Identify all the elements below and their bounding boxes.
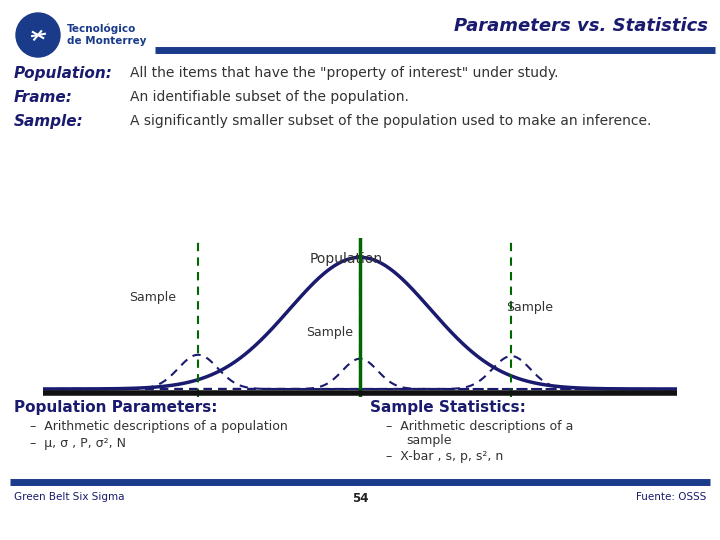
Text: Frame:: Frame: [14, 90, 73, 105]
Text: –  Arithmetic descriptions of a population: – Arithmetic descriptions of a populatio… [30, 420, 288, 433]
Text: Population: Population [310, 252, 382, 266]
Text: Sample:: Sample: [14, 114, 84, 129]
Text: An identifiable subset of the population.: An identifiable subset of the population… [130, 90, 409, 104]
Text: Sample: Sample [505, 301, 553, 314]
Text: Population:: Population: [14, 66, 113, 81]
Text: Sample: Sample [306, 326, 353, 339]
Text: A significantly smaller subset of the population used to make an inference.: A significantly smaller subset of the po… [130, 114, 652, 128]
Text: Green Belt Six Sigma: Green Belt Six Sigma [14, 492, 125, 502]
Text: Sample Statistics:: Sample Statistics: [370, 400, 526, 415]
Text: Tecnológico: Tecnológico [67, 24, 136, 34]
Text: Population Parameters:: Population Parameters: [14, 400, 217, 415]
Text: de Monterrey: de Monterrey [67, 36, 146, 46]
Text: –  X-bar , s, p, s², n: – X-bar , s, p, s², n [386, 450, 503, 463]
Circle shape [16, 13, 60, 57]
Text: –  μ, σ , P, σ², N: – μ, σ , P, σ², N [30, 437, 126, 450]
Text: Parameters vs. Statistics: Parameters vs. Statistics [454, 17, 708, 35]
Text: All the items that have the "property of interest" under study.: All the items that have the "property of… [130, 66, 559, 80]
Text: Sample: Sample [129, 291, 176, 305]
Text: 54: 54 [352, 492, 368, 505]
Text: –  Arithmetic descriptions of a: – Arithmetic descriptions of a [386, 420, 573, 433]
Text: Fuente: OSSS: Fuente: OSSS [636, 492, 706, 502]
Text: sample: sample [406, 434, 451, 447]
